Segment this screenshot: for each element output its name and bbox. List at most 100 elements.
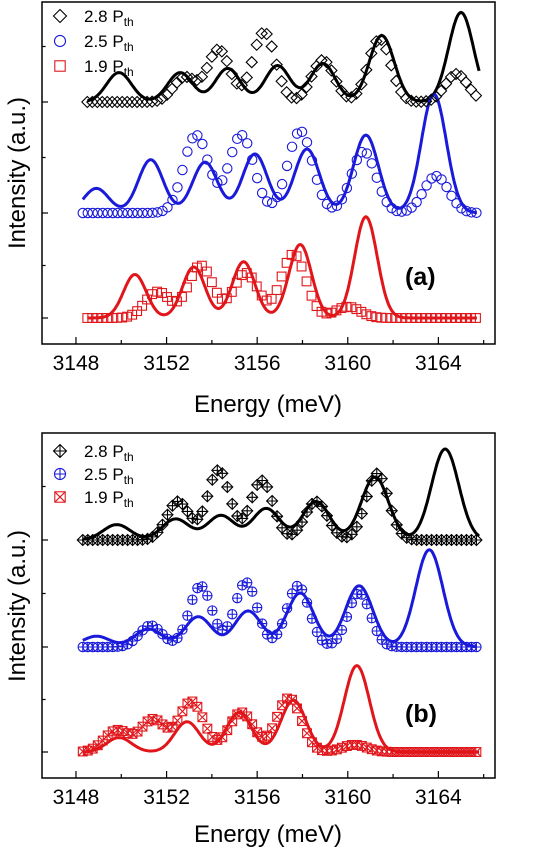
data-point	[285, 528, 299, 541]
data-point	[87, 207, 98, 219]
data-point	[277, 700, 288, 711]
data-point	[186, 271, 197, 282]
data-point	[182, 146, 193, 157]
data-point	[215, 45, 229, 58]
data-point	[297, 716, 307, 726]
data-point	[356, 306, 367, 317]
data-point	[236, 270, 247, 281]
data-point	[232, 709, 243, 720]
legend-label: 2.8 Pth	[84, 442, 134, 464]
data-point-cross	[226, 498, 238, 510]
data-point-cross	[227, 609, 237, 619]
data-point	[371, 172, 382, 183]
data-point	[436, 174, 447, 185]
data-point	[262, 730, 273, 741]
data-point	[401, 205, 412, 216]
data-point-cross	[172, 715, 183, 726]
data-point	[231, 277, 242, 288]
data-point	[240, 71, 254, 84]
data-point	[356, 146, 368, 158]
data-point	[130, 95, 144, 109]
data-point	[210, 43, 224, 56]
data-point-cross	[152, 715, 163, 726]
data-point	[451, 313, 461, 323]
legend-item: 1.9 Pth	[54, 57, 134, 79]
data-point	[406, 313, 417, 323]
data-point	[167, 295, 177, 306]
data-point	[157, 719, 168, 730]
data-point	[461, 205, 472, 217]
data-point-cross	[292, 703, 302, 714]
data-point	[346, 168, 358, 179]
data-point-cross	[221, 481, 233, 493]
data-point	[147, 207, 158, 219]
data-point	[255, 27, 268, 40]
data-point	[52, 8, 68, 24]
data-point	[137, 721, 148, 732]
data-point	[301, 276, 312, 287]
data-point-cross	[181, 505, 193, 517]
legend-item: 2.8 Pth	[52, 7, 134, 29]
data-point-cross	[202, 723, 213, 734]
data-point	[182, 282, 192, 293]
data-point	[291, 128, 303, 139]
marker-series	[81, 27, 483, 109]
data-point-cross	[461, 747, 472, 757]
data-point-cross	[142, 533, 154, 545]
data-point	[246, 272, 257, 283]
data-point	[172, 715, 183, 726]
data-point-cross	[367, 613, 377, 623]
data-point	[82, 745, 93, 756]
data-point	[201, 266, 212, 277]
data-point	[251, 281, 262, 292]
fit-curve	[82, 548, 478, 649]
data-point-cross	[386, 747, 397, 757]
data-point-cross	[287, 588, 297, 599]
data-point	[145, 95, 159, 108]
data-point-cross	[296, 516, 308, 528]
y-ticks-a	[42, 45, 48, 319]
data-point	[167, 194, 178, 206]
data-point-cross	[346, 528, 358, 540]
data-point	[446, 190, 457, 202]
data-point	[192, 130, 203, 141]
data-point	[256, 290, 267, 301]
data-point	[127, 309, 138, 320]
data-point-cross	[222, 725, 233, 735]
data-point-cross	[326, 520, 338, 532]
data-point-cross	[127, 636, 138, 646]
data-point	[316, 189, 328, 201]
data-point-cross	[351, 521, 363, 533]
data-point	[356, 740, 367, 751]
data-point	[235, 512, 249, 525]
legend-label: 2.5 Pth	[84, 32, 134, 54]
data-point	[424, 93, 438, 106]
data-point-cross	[257, 618, 267, 629]
data-point-cross	[272, 712, 282, 722]
data-point	[261, 196, 273, 207]
data-point	[147, 713, 158, 724]
data-point	[120, 95, 134, 109]
data-point	[191, 262, 202, 273]
data-point	[311, 174, 323, 186]
data-point	[187, 696, 198, 707]
data-point	[226, 286, 237, 297]
data-point	[227, 716, 238, 727]
data-point-cross	[127, 729, 138, 739]
data-point-cross	[242, 577, 252, 588]
data-point	[87, 313, 98, 323]
panel-a: 3148 3152 3156 3160 3164 2.8 Pth 2.5 Pth 1.9 P…	[4, 1, 496, 418]
data-point	[301, 137, 313, 148]
data-point-cross	[172, 633, 183, 643]
data-point	[271, 191, 283, 203]
marker-series	[77, 577, 482, 653]
data-point	[291, 251, 302, 262]
data-point	[320, 55, 333, 69]
data-point	[381, 312, 392, 323]
data-point-cross	[207, 732, 218, 742]
data-point-cross	[291, 524, 303, 536]
data-point	[345, 528, 359, 541]
data-point	[286, 249, 297, 260]
data-point	[261, 295, 272, 306]
